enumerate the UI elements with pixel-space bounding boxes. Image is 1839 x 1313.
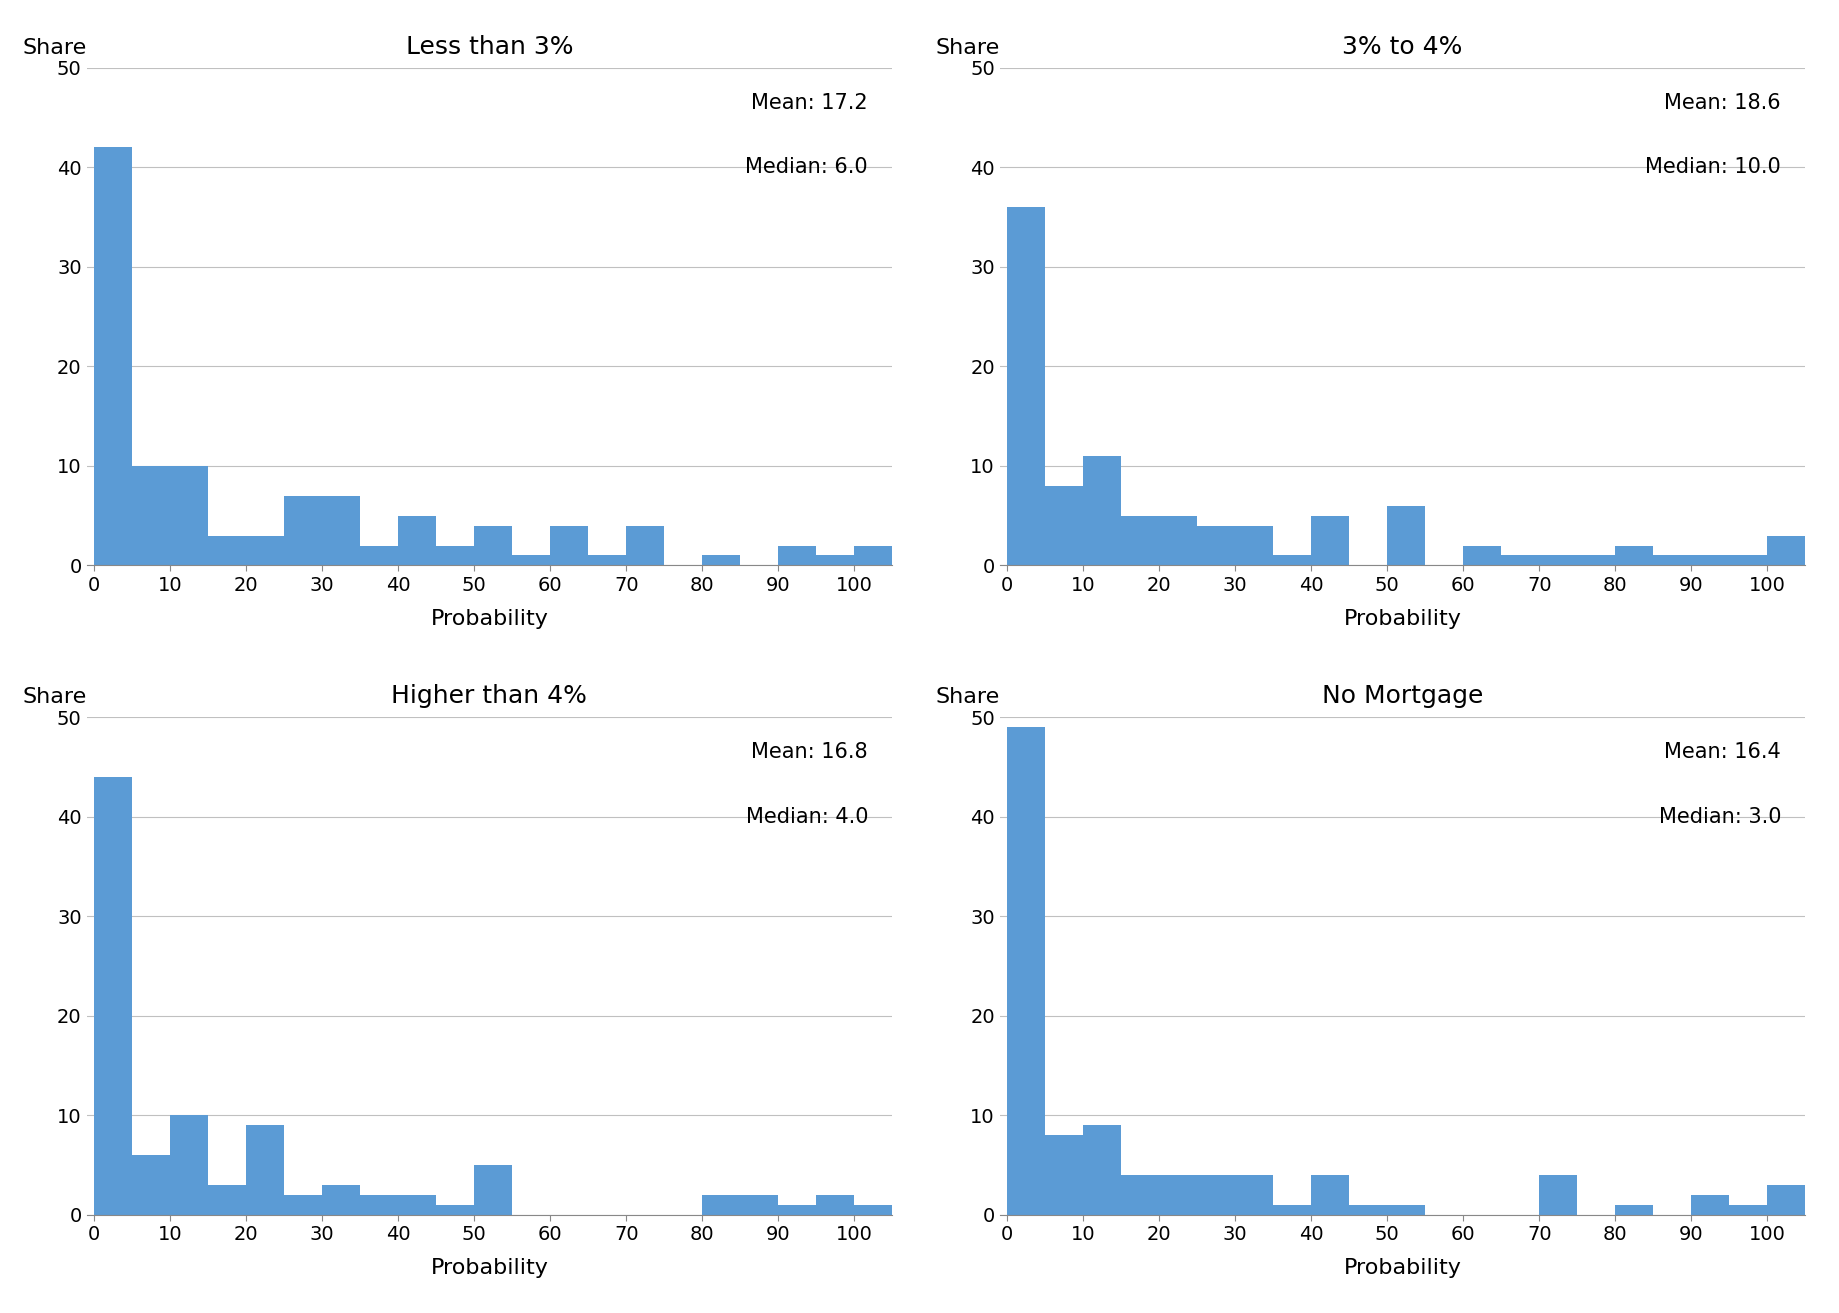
Title: Higher than 4%: Higher than 4% bbox=[392, 684, 587, 708]
Bar bbox=[1765, 536, 1804, 566]
Bar bbox=[132, 1155, 169, 1215]
Bar bbox=[322, 496, 360, 566]
Bar bbox=[1273, 1205, 1311, 1215]
Text: Share: Share bbox=[934, 687, 999, 708]
Bar bbox=[208, 1186, 246, 1215]
Bar bbox=[1501, 555, 1539, 566]
Bar bbox=[853, 1205, 892, 1215]
Bar bbox=[397, 1195, 436, 1215]
Bar bbox=[1576, 555, 1615, 566]
Bar bbox=[1462, 545, 1501, 566]
Bar bbox=[1729, 1205, 1765, 1215]
Bar bbox=[1120, 516, 1159, 566]
Text: Share: Share bbox=[22, 687, 86, 708]
Bar bbox=[436, 1205, 474, 1215]
Bar bbox=[474, 1165, 511, 1215]
Bar bbox=[246, 536, 283, 566]
Bar bbox=[625, 525, 664, 566]
Bar bbox=[1653, 555, 1690, 566]
Bar bbox=[132, 466, 169, 566]
Bar bbox=[853, 545, 892, 566]
Bar bbox=[169, 466, 208, 566]
Title: Less than 3%: Less than 3% bbox=[405, 34, 572, 59]
Bar bbox=[1615, 1205, 1653, 1215]
Bar bbox=[1006, 727, 1045, 1215]
Bar bbox=[283, 1195, 322, 1215]
Bar bbox=[1539, 1175, 1576, 1215]
Bar bbox=[246, 1125, 283, 1215]
Bar bbox=[1234, 1175, 1273, 1215]
Bar bbox=[94, 777, 132, 1215]
Bar bbox=[322, 1186, 360, 1215]
Bar bbox=[892, 1195, 931, 1215]
Bar bbox=[1006, 207, 1045, 566]
Text: Median: 3.0: Median: 3.0 bbox=[1657, 806, 1780, 827]
Text: Median: 4.0: Median: 4.0 bbox=[745, 806, 868, 827]
Text: Mean: 18.6: Mean: 18.6 bbox=[1664, 92, 1780, 113]
X-axis label: Probability: Probability bbox=[430, 609, 548, 629]
Bar bbox=[1765, 1186, 1804, 1215]
Bar bbox=[778, 1205, 817, 1215]
Text: Mean: 17.2: Mean: 17.2 bbox=[750, 92, 868, 113]
Bar bbox=[283, 496, 322, 566]
Bar bbox=[550, 525, 588, 566]
Text: Mean: 16.8: Mean: 16.8 bbox=[750, 742, 868, 762]
Bar bbox=[208, 536, 246, 566]
Bar bbox=[1311, 516, 1348, 566]
Text: Mean: 16.4: Mean: 16.4 bbox=[1664, 742, 1780, 762]
Title: No Mortgage: No Mortgage bbox=[1320, 684, 1482, 708]
Text: Share: Share bbox=[934, 38, 999, 58]
Bar bbox=[1045, 1136, 1083, 1215]
Bar bbox=[1690, 1195, 1729, 1215]
Bar bbox=[1197, 1175, 1234, 1215]
Bar bbox=[1539, 555, 1576, 566]
Bar bbox=[1045, 486, 1083, 566]
Text: Median: 6.0: Median: 6.0 bbox=[745, 158, 868, 177]
Bar bbox=[1690, 555, 1729, 566]
Bar bbox=[817, 1195, 853, 1215]
Bar bbox=[739, 1195, 778, 1215]
Bar bbox=[1311, 1175, 1348, 1215]
Bar bbox=[588, 555, 625, 566]
Bar bbox=[94, 147, 132, 566]
Bar bbox=[360, 545, 397, 566]
X-axis label: Probability: Probability bbox=[1342, 1258, 1460, 1279]
X-axis label: Probability: Probability bbox=[430, 1258, 548, 1279]
Text: Share: Share bbox=[22, 38, 86, 58]
Text: Median: 10.0: Median: 10.0 bbox=[1644, 158, 1780, 177]
Bar bbox=[1387, 1205, 1425, 1215]
Bar bbox=[474, 525, 511, 566]
Bar bbox=[511, 555, 550, 566]
Bar bbox=[360, 1195, 397, 1215]
Bar bbox=[1159, 1175, 1197, 1215]
Bar bbox=[702, 1195, 739, 1215]
Bar bbox=[702, 555, 739, 566]
Bar bbox=[1234, 525, 1273, 566]
Bar bbox=[1729, 555, 1765, 566]
Bar bbox=[1197, 525, 1234, 566]
Bar bbox=[1083, 456, 1120, 566]
Bar bbox=[169, 1116, 208, 1215]
Bar bbox=[778, 545, 817, 566]
Title: 3% to 4%: 3% to 4% bbox=[1341, 34, 1462, 59]
Bar bbox=[1273, 555, 1311, 566]
Bar bbox=[817, 555, 853, 566]
Bar bbox=[1083, 1125, 1120, 1215]
Bar bbox=[397, 516, 436, 566]
X-axis label: Probability: Probability bbox=[1342, 609, 1460, 629]
Bar bbox=[436, 545, 474, 566]
Bar bbox=[1120, 1175, 1159, 1215]
Bar bbox=[1615, 545, 1653, 566]
Bar bbox=[1348, 1205, 1387, 1215]
Bar bbox=[1387, 506, 1425, 566]
Bar bbox=[1159, 516, 1197, 566]
